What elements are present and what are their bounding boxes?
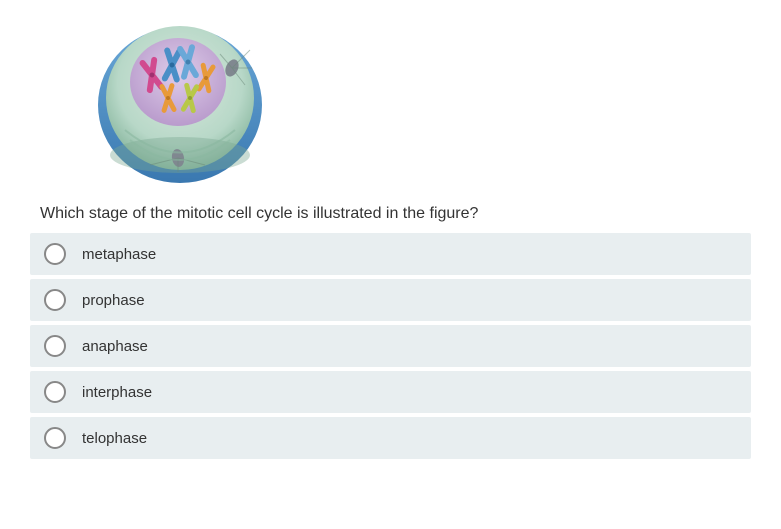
question-text: Which stage of the mitotic cell cycle is…	[40, 205, 761, 223]
option-label: metaphase	[82, 246, 156, 263]
options-list: metaphase prophase anaphase interphase t…	[20, 233, 761, 459]
radio-icon	[44, 427, 66, 449]
option-label: telophase	[82, 430, 147, 447]
option-metaphase[interactable]: metaphase	[30, 233, 751, 275]
quiz-container: Which stage of the mitotic cell cycle is…	[0, 10, 781, 459]
option-prophase[interactable]: prophase	[30, 279, 751, 321]
radio-icon	[44, 381, 66, 403]
option-label: anaphase	[82, 338, 148, 355]
option-telophase[interactable]: telophase	[30, 417, 751, 459]
cell-svg	[90, 10, 270, 190]
option-label: prophase	[82, 292, 145, 309]
radio-icon	[44, 243, 66, 265]
radio-icon	[44, 289, 66, 311]
option-interphase[interactable]: interphase	[30, 371, 751, 413]
option-label: interphase	[82, 384, 152, 401]
radio-icon	[44, 335, 66, 357]
cell-diagram	[90, 10, 761, 195]
option-anaphase[interactable]: anaphase	[30, 325, 751, 367]
